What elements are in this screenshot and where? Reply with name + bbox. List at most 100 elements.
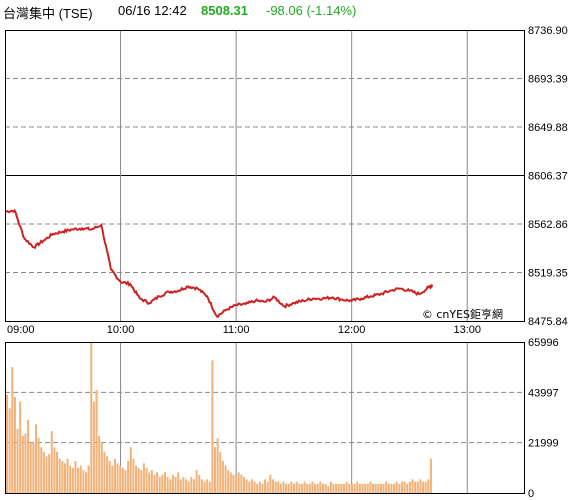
volume-bar [142,463,145,493]
volume-bar [335,483,338,493]
volume-bar [366,483,369,493]
volume-bar [285,483,288,493]
volume-bar [293,483,296,493]
volume-bar [345,481,348,493]
volume-bar [245,479,248,493]
volume-bar [166,477,169,493]
volume-bar [314,483,317,493]
volume-bar [403,481,406,493]
time-tick-label: 10:00 [107,324,135,336]
volume-bar [103,451,106,493]
volume-bar [400,481,403,493]
volume-bar [387,483,390,493]
volume-bar [248,481,251,493]
volume-bar [258,481,261,493]
volume-bar [190,477,193,493]
volume-bar [74,461,77,493]
volume-bar [377,483,380,493]
volume-bar [424,481,427,493]
volume-bar [372,483,375,493]
volume-bar [279,483,282,493]
volume-bar [27,419,30,493]
volume-bar [237,472,240,493]
volume-bar [42,451,45,493]
volume-bar [327,486,330,493]
volume-bar [408,481,411,493]
volume-bar [214,447,217,493]
volume-bar [295,481,298,493]
volume-bar [253,481,256,493]
volume-bar [100,442,103,493]
volume-bar [108,461,111,493]
volume-bar [206,479,209,493]
volume-axis: 65996 43997 21999 0 [528,337,559,500]
volume-bar [63,463,66,493]
volume-bar [240,474,243,493]
volume-bar [316,483,319,493]
volume-bar [187,481,190,493]
volume-bar [324,483,327,493]
volume-bar [32,442,35,493]
volume-bar [195,470,198,493]
volume-bar [250,479,253,493]
volume-bar [185,479,188,493]
volume-bar [48,454,51,493]
price-change: -98.06 (-1.14%) [266,3,357,18]
volume-bar [361,483,364,493]
volume-bar [229,472,232,493]
volume-bar [393,483,396,493]
volume-bar [87,465,90,493]
volume-panel-frame [5,342,525,494]
volume-bar [282,481,285,493]
volume-bar [106,456,109,493]
volume-bar [21,435,24,493]
volume-tick-label: 65996 [528,337,559,349]
volume-bar [216,438,219,493]
volume-bar [192,479,195,493]
price-panel-frame [5,30,525,322]
volume-bar [150,470,153,493]
volume-bar [219,451,222,493]
volume-bar [382,483,385,493]
volume-bar [266,481,269,493]
volume-bar [84,472,88,493]
volume-bar [227,470,230,493]
volume-bar [16,428,19,493]
volume-bar [356,481,359,493]
volume-bar [340,483,343,493]
volume-bar [56,451,59,493]
volume-bar [411,479,414,493]
volume-bar [179,479,182,493]
volume-bar [135,465,138,493]
volume-bar [224,465,227,493]
watermark-text: © cnYES鉅亨網 [422,307,503,321]
volume-tick-label: 43997 [528,387,559,399]
price-line [4,208,434,319]
volume-bar [348,483,351,493]
last-price: 8508.31 [201,3,248,18]
volume-bar [419,479,422,493]
volume-bar [235,477,238,493]
volume-bar [45,456,48,493]
volume-bar [385,481,388,493]
volume-bar [200,479,203,493]
volume-bar [427,479,430,493]
volume-bar [416,481,419,493]
volume-bar [221,461,224,493]
volume-bar [261,483,264,493]
volume-bar [37,438,40,493]
volume-bar [308,483,311,493]
volume-bar [269,474,272,493]
volume-bar [182,477,185,493]
volume-bar [303,481,306,493]
volume-bar [256,483,259,493]
volume-bar [127,461,130,493]
volume-bar [137,467,140,493]
volume-bar [319,481,322,493]
volume-bar [203,481,206,493]
volume-bar [161,474,164,493]
volume-bar [300,483,303,493]
volume-bar [277,481,280,493]
volume-bar [19,401,22,493]
volume-bar [353,483,356,493]
